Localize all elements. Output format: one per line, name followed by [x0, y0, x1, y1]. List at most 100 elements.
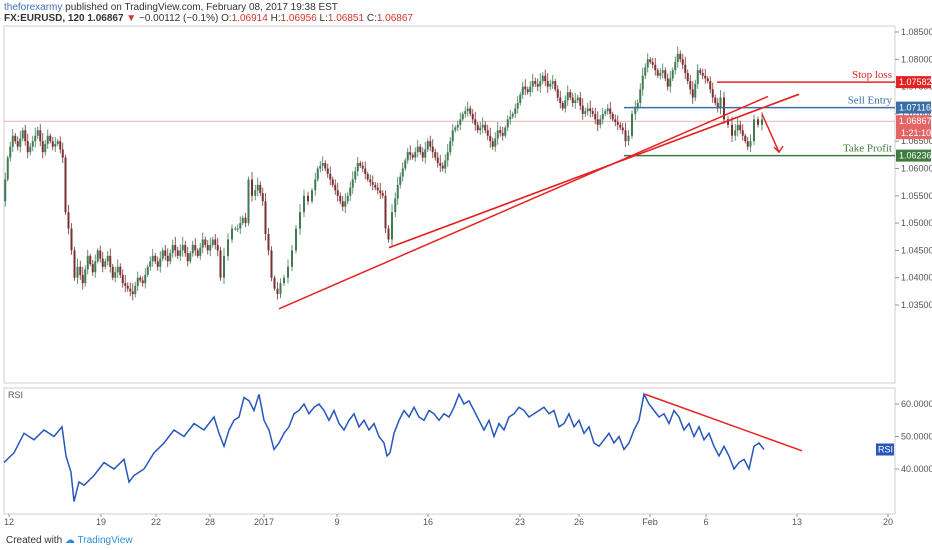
- tradingview-brand[interactable]: TradingView: [77, 535, 133, 546]
- candle-body: [546, 81, 549, 87]
- candle-body: [116, 266, 119, 273]
- rsi-axis-label: 50.0000: [901, 432, 932, 442]
- candle-body: [19, 138, 22, 147]
- candle-body: [446, 152, 449, 161]
- high-value: 1.06956: [280, 13, 317, 24]
- candle-body: [681, 59, 684, 65]
- candle-body: [441, 165, 444, 169]
- candle-body: [174, 244, 177, 251]
- candle-body: [4, 179, 7, 202]
- candle-body: [516, 102, 519, 109]
- price-axis-label: 1.05000: [901, 218, 932, 228]
- candle-body: [374, 184, 377, 188]
- candle-body: [319, 165, 322, 169]
- footer: Created with ☁ TradingView: [6, 535, 133, 546]
- candle-body: [699, 70, 702, 73]
- candle-body: [474, 119, 477, 125]
- candle-body: [279, 283, 282, 295]
- candle-body: [291, 250, 293, 267]
- candle-body: [114, 272, 117, 278]
- price-axis-label: 1.08000: [901, 54, 932, 64]
- candle-body: [109, 255, 112, 267]
- candle-body: [531, 81, 534, 87]
- candle-body: [346, 195, 349, 202]
- candle-body: [96, 250, 99, 262]
- author-link[interactable]: theforexarmy: [4, 2, 63, 13]
- candle-body: [594, 113, 597, 120]
- candle-body: [161, 250, 164, 259]
- candle-body: [484, 124, 487, 131]
- candle-body: [411, 154, 414, 158]
- projection-arrow: [761, 113, 780, 153]
- candle-body: [236, 228, 239, 230]
- candle-body: [311, 190, 313, 202]
- candle-body: [11, 135, 14, 147]
- candle-body: [566, 92, 569, 101]
- created-with-label: Created with: [6, 535, 63, 546]
- time-axis-label: 23: [515, 517, 525, 527]
- candle-body: [556, 89, 559, 98]
- candle-body: [401, 168, 404, 177]
- candle-body: [664, 70, 667, 79]
- candle-body: [459, 119, 462, 125]
- candle-body: [471, 113, 474, 120]
- candle-body: [351, 179, 354, 188]
- candle-body: [341, 201, 344, 207]
- candle-body: [559, 97, 562, 103]
- candle-body: [709, 81, 712, 90]
- candle-body: [651, 62, 654, 65]
- candle-body: [231, 228, 233, 240]
- candle-body: [496, 130, 499, 139]
- candle-body: [753, 119, 755, 142]
- candle-body: [44, 143, 47, 153]
- candle-body: [99, 250, 102, 259]
- level-label: Take Profit: [843, 143, 892, 155]
- candle-body: [591, 111, 594, 114]
- rsi-badge-text: RSI: [878, 445, 893, 455]
- time-axis-label: 9: [334, 517, 339, 527]
- candle-body: [314, 179, 317, 191]
- candle-body: [136, 277, 139, 286]
- candle-body: [366, 173, 369, 180]
- high-label: H:: [270, 13, 281, 24]
- time-axis-label: 12: [4, 517, 14, 527]
- candle-body: [674, 62, 677, 71]
- level-price-text: 1.06236: [899, 151, 932, 161]
- candle-body: [659, 72, 662, 76]
- candle-body: [146, 266, 149, 275]
- candle-body: [86, 255, 89, 270]
- time-axis-label: 19: [96, 517, 106, 527]
- time-axis-label: Feb: [642, 517, 658, 527]
- candle-body: [564, 100, 567, 109]
- candle-body: [601, 113, 604, 120]
- candle-body: [64, 157, 67, 213]
- candle-body: [303, 195, 305, 213]
- candle-body: [26, 141, 29, 153]
- candle-body: [41, 141, 44, 153]
- candle-body: [181, 244, 184, 251]
- candle-body: [331, 179, 334, 185]
- candle-body: [719, 97, 722, 109]
- tradingview-cloud-icon: ☁: [64, 535, 75, 546]
- candle-body: [34, 135, 37, 142]
- price-axis-label: 1.03500: [901, 300, 932, 310]
- candle-body: [259, 184, 262, 194]
- low-value: 1.06851: [327, 13, 365, 24]
- candle-body: [371, 182, 374, 185]
- candle-body: [749, 141, 752, 147]
- candle-body: [589, 108, 592, 112]
- candle-body: [466, 108, 469, 112]
- candle-body: [529, 86, 532, 93]
- candle-body: [671, 70, 674, 79]
- candle-body: [716, 102, 719, 109]
- candle-body: [214, 239, 217, 245]
- candle-body: [270, 250, 273, 278]
- candle-body: [504, 127, 507, 136]
- candle-body: [521, 86, 524, 95]
- candle-body: [431, 146, 434, 153]
- candle-body: [501, 133, 504, 136]
- candle-body: [449, 141, 452, 153]
- publish-info: published on TradingView.com, February 0…: [65, 2, 338, 13]
- candle-body: [644, 67, 647, 76]
